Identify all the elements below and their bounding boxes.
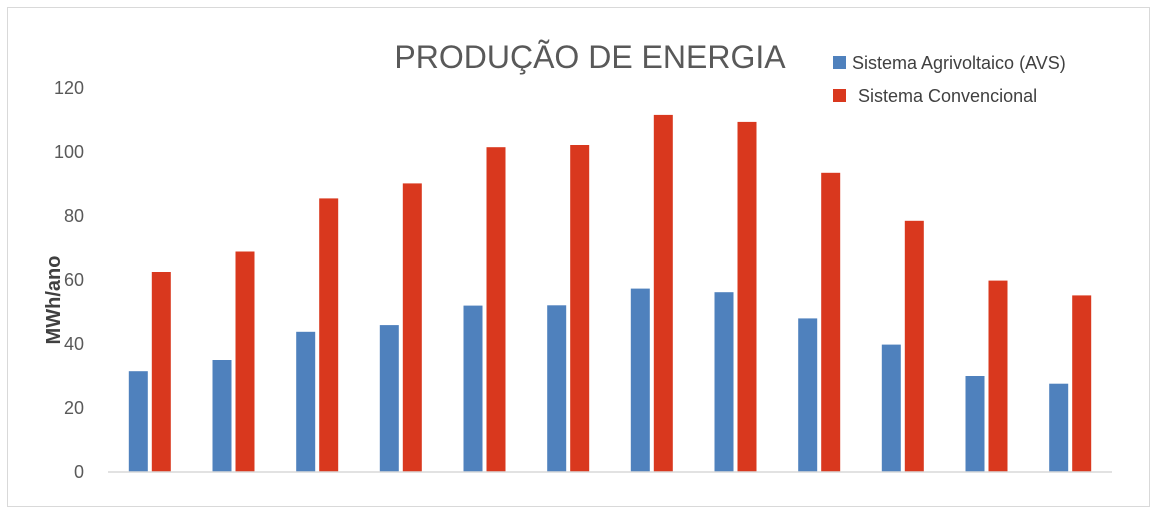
y-tick-label: 0 [74, 462, 84, 482]
bar-avs [881, 344, 901, 472]
bar-convencional [402, 183, 422, 472]
bar-avs [296, 331, 316, 472]
bar-chart: PRODUÇÃO DE ENERGIA MWh/ano 0 20 40 60 80 100… [43, 39, 1112, 482]
bar-convencional [151, 272, 171, 472]
bar-avs [965, 376, 985, 472]
y-tick-label: 100 [54, 142, 84, 162]
y-axis-ticks: 0 20 40 60 80 100 120 [54, 78, 84, 482]
legend-label-avs: Sistema Agrivoltaico (AVS) [852, 53, 1066, 73]
bar-convencional [570, 145, 590, 472]
y-axis-label: MWh/ano [43, 256, 65, 345]
legend: Sistema Agrivoltaico (AVS) Sistema Conve… [833, 53, 1066, 106]
bar-avs [128, 371, 148, 472]
bar-avs [379, 325, 399, 472]
bar-convencional [821, 172, 841, 473]
bar-convencional [653, 114, 673, 473]
bar-avs [714, 292, 734, 472]
bar-avs [1049, 383, 1069, 472]
bar-convencional [988, 280, 1008, 472]
legend-label-convencional: Sistema Convencional [858, 86, 1037, 106]
y-tick-label: 40 [64, 334, 84, 354]
bar-avs [547, 305, 567, 472]
bar-convencional [737, 121, 757, 473]
y-tick-label: 120 [54, 78, 84, 98]
bar-convencional [486, 147, 506, 472]
bar-convencional [1072, 295, 1092, 472]
bar-convencional [319, 198, 339, 472]
bar-avs [798, 318, 818, 472]
y-tick-label: 60 [64, 270, 84, 290]
bar-convencional [904, 220, 924, 472]
bars-group [128, 114, 1092, 473]
bar-convencional [235, 251, 255, 472]
legend-swatch-convencional [833, 89, 846, 102]
bar-avs [630, 288, 650, 472]
chart-title: PRODUÇÃO DE ENERGIA [394, 39, 786, 75]
bar-avs [463, 305, 483, 472]
bar-avs [212, 360, 232, 472]
y-tick-label: 20 [64, 398, 84, 418]
y-tick-label: 80 [64, 206, 84, 226]
legend-swatch-avs [833, 56, 846, 69]
